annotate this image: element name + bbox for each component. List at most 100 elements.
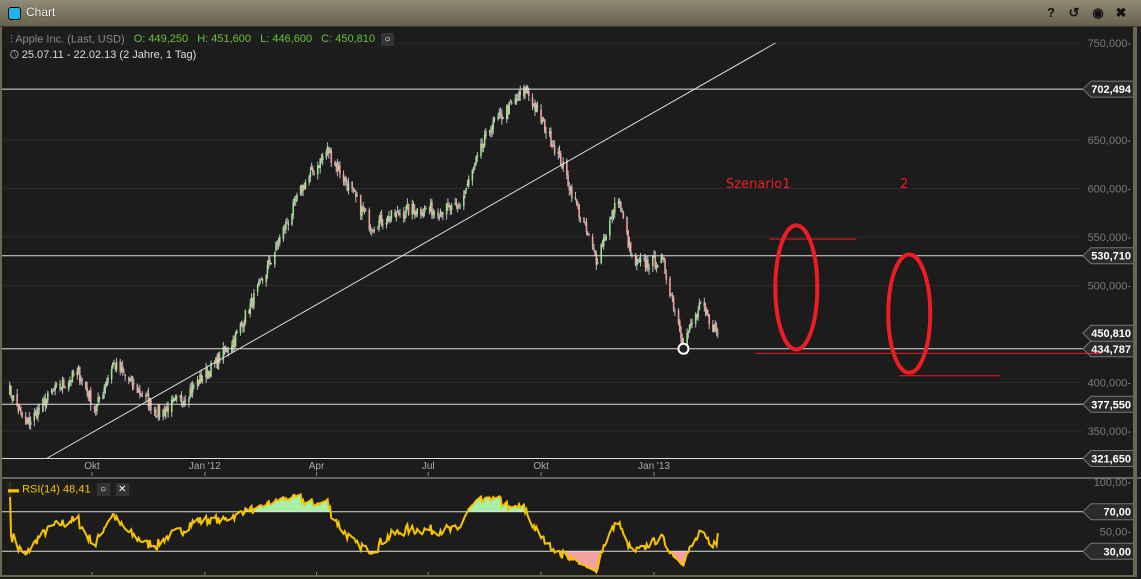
candle-body [402, 212, 405, 218]
candle-body [132, 382, 135, 385]
price-tag-label: 450,810 [1091, 328, 1131, 340]
candle-body [368, 210, 371, 230]
price-tag-label: 70,00 [1103, 507, 1131, 519]
candle-body [303, 185, 306, 190]
candle-body [674, 309, 676, 312]
candle-body [681, 338, 684, 344]
y-tick-label: 400,000- [1088, 378, 1132, 390]
candle-body [8, 384, 11, 395]
candle-body [93, 405, 96, 409]
candle-body [243, 323, 245, 327]
candle-body [543, 119, 546, 133]
candle-body [121, 366, 124, 372]
candle-body [145, 394, 147, 398]
candle-body [235, 331, 238, 334]
candle-body [369, 227, 372, 231]
horizontal-line-tag: 530,710 [1082, 247, 1135, 265]
candle-body [21, 411, 23, 418]
candle-body [166, 407, 168, 412]
candle-body [705, 309, 708, 315]
rsi-level-tag: 30,00 [1082, 542, 1135, 560]
candle-body [179, 395, 182, 398]
candle-body [423, 207, 426, 213]
candle-body [69, 380, 71, 385]
candle-body [155, 409, 157, 415]
candle-body [199, 374, 201, 384]
candle-body [222, 347, 225, 361]
candle-body [584, 222, 587, 224]
candle-body [595, 253, 598, 265]
candle-body [372, 229, 374, 231]
scenario2-label: 2 [900, 177, 908, 192]
candle-body [258, 281, 260, 287]
rsi-settings-icon[interactable]: ○ [96, 483, 110, 496]
close-icon[interactable]: ✖ [1115, 5, 1127, 20]
candle-body [172, 399, 174, 401]
candle-body [282, 227, 285, 240]
candle-body [104, 385, 107, 389]
candle-body [591, 237, 594, 247]
candle-body [38, 408, 41, 410]
candle-body [677, 310, 680, 324]
candle-body [491, 127, 493, 133]
candle-body [310, 167, 313, 171]
candle-body [380, 214, 383, 226]
candle-body [253, 292, 255, 306]
x-tick-label: Okt [84, 461, 100, 472]
candle-body [128, 377, 130, 381]
settings-circle-icon[interactable]: ○ [381, 33, 395, 46]
candle-body [275, 242, 277, 252]
candle-body [651, 256, 654, 267]
candle-body [11, 396, 14, 400]
candle-body [612, 209, 615, 216]
price-tag-label: 530,710 [1091, 251, 1131, 263]
candle-body [227, 350, 230, 353]
candle-body [489, 130, 492, 133]
candle-body [644, 259, 647, 268]
candle-body [76, 370, 79, 376]
candle-body [656, 264, 659, 268]
candle-body [12, 395, 15, 402]
candle-body [694, 314, 697, 324]
candle-body [50, 391, 53, 393]
candle-body [85, 381, 87, 389]
candle-body [448, 204, 450, 207]
candle-body [431, 201, 433, 216]
candle-body [714, 324, 717, 328]
candle-body [670, 294, 672, 296]
candle-body [672, 297, 675, 309]
candle-body [465, 187, 468, 190]
candle-body [416, 208, 418, 215]
candle-body [501, 113, 503, 120]
candle-body [37, 408, 39, 417]
candle-body [502, 117, 504, 119]
candle-body [342, 174, 345, 182]
candle-body [454, 203, 457, 205]
candle-body [717, 332, 719, 334]
candle-body [215, 357, 217, 362]
candle-body [433, 212, 436, 214]
record-icon[interactable]: ◉ [1092, 5, 1104, 20]
candle-body [464, 191, 466, 194]
rsi-remove-icon[interactable]: ✕ [115, 483, 129, 496]
candle-body [526, 86, 529, 93]
candle-body [131, 376, 134, 386]
candle-body [697, 310, 699, 318]
candle-body [256, 285, 259, 292]
reset-icon[interactable]: ↺ [1068, 5, 1080, 20]
help-icon[interactable]: ? [1047, 5, 1055, 20]
candle-body [94, 408, 97, 412]
candle-body [575, 199, 578, 204]
date-range: 🕓︎ 25.07.11 - 22.02.13 (2 Jahre, 1 Tag) [10, 49, 196, 62]
candle-body [339, 165, 341, 175]
candle-body [540, 109, 542, 122]
candle-body [77, 367, 80, 370]
x-tick-label: Okt [533, 461, 549, 472]
candle-body [356, 195, 358, 197]
candle-body [579, 217, 582, 219]
candle-body [164, 410, 167, 417]
candle-body [483, 134, 486, 146]
candle-body [421, 214, 423, 216]
candle-body [628, 241, 631, 246]
candle-body [528, 91, 530, 96]
